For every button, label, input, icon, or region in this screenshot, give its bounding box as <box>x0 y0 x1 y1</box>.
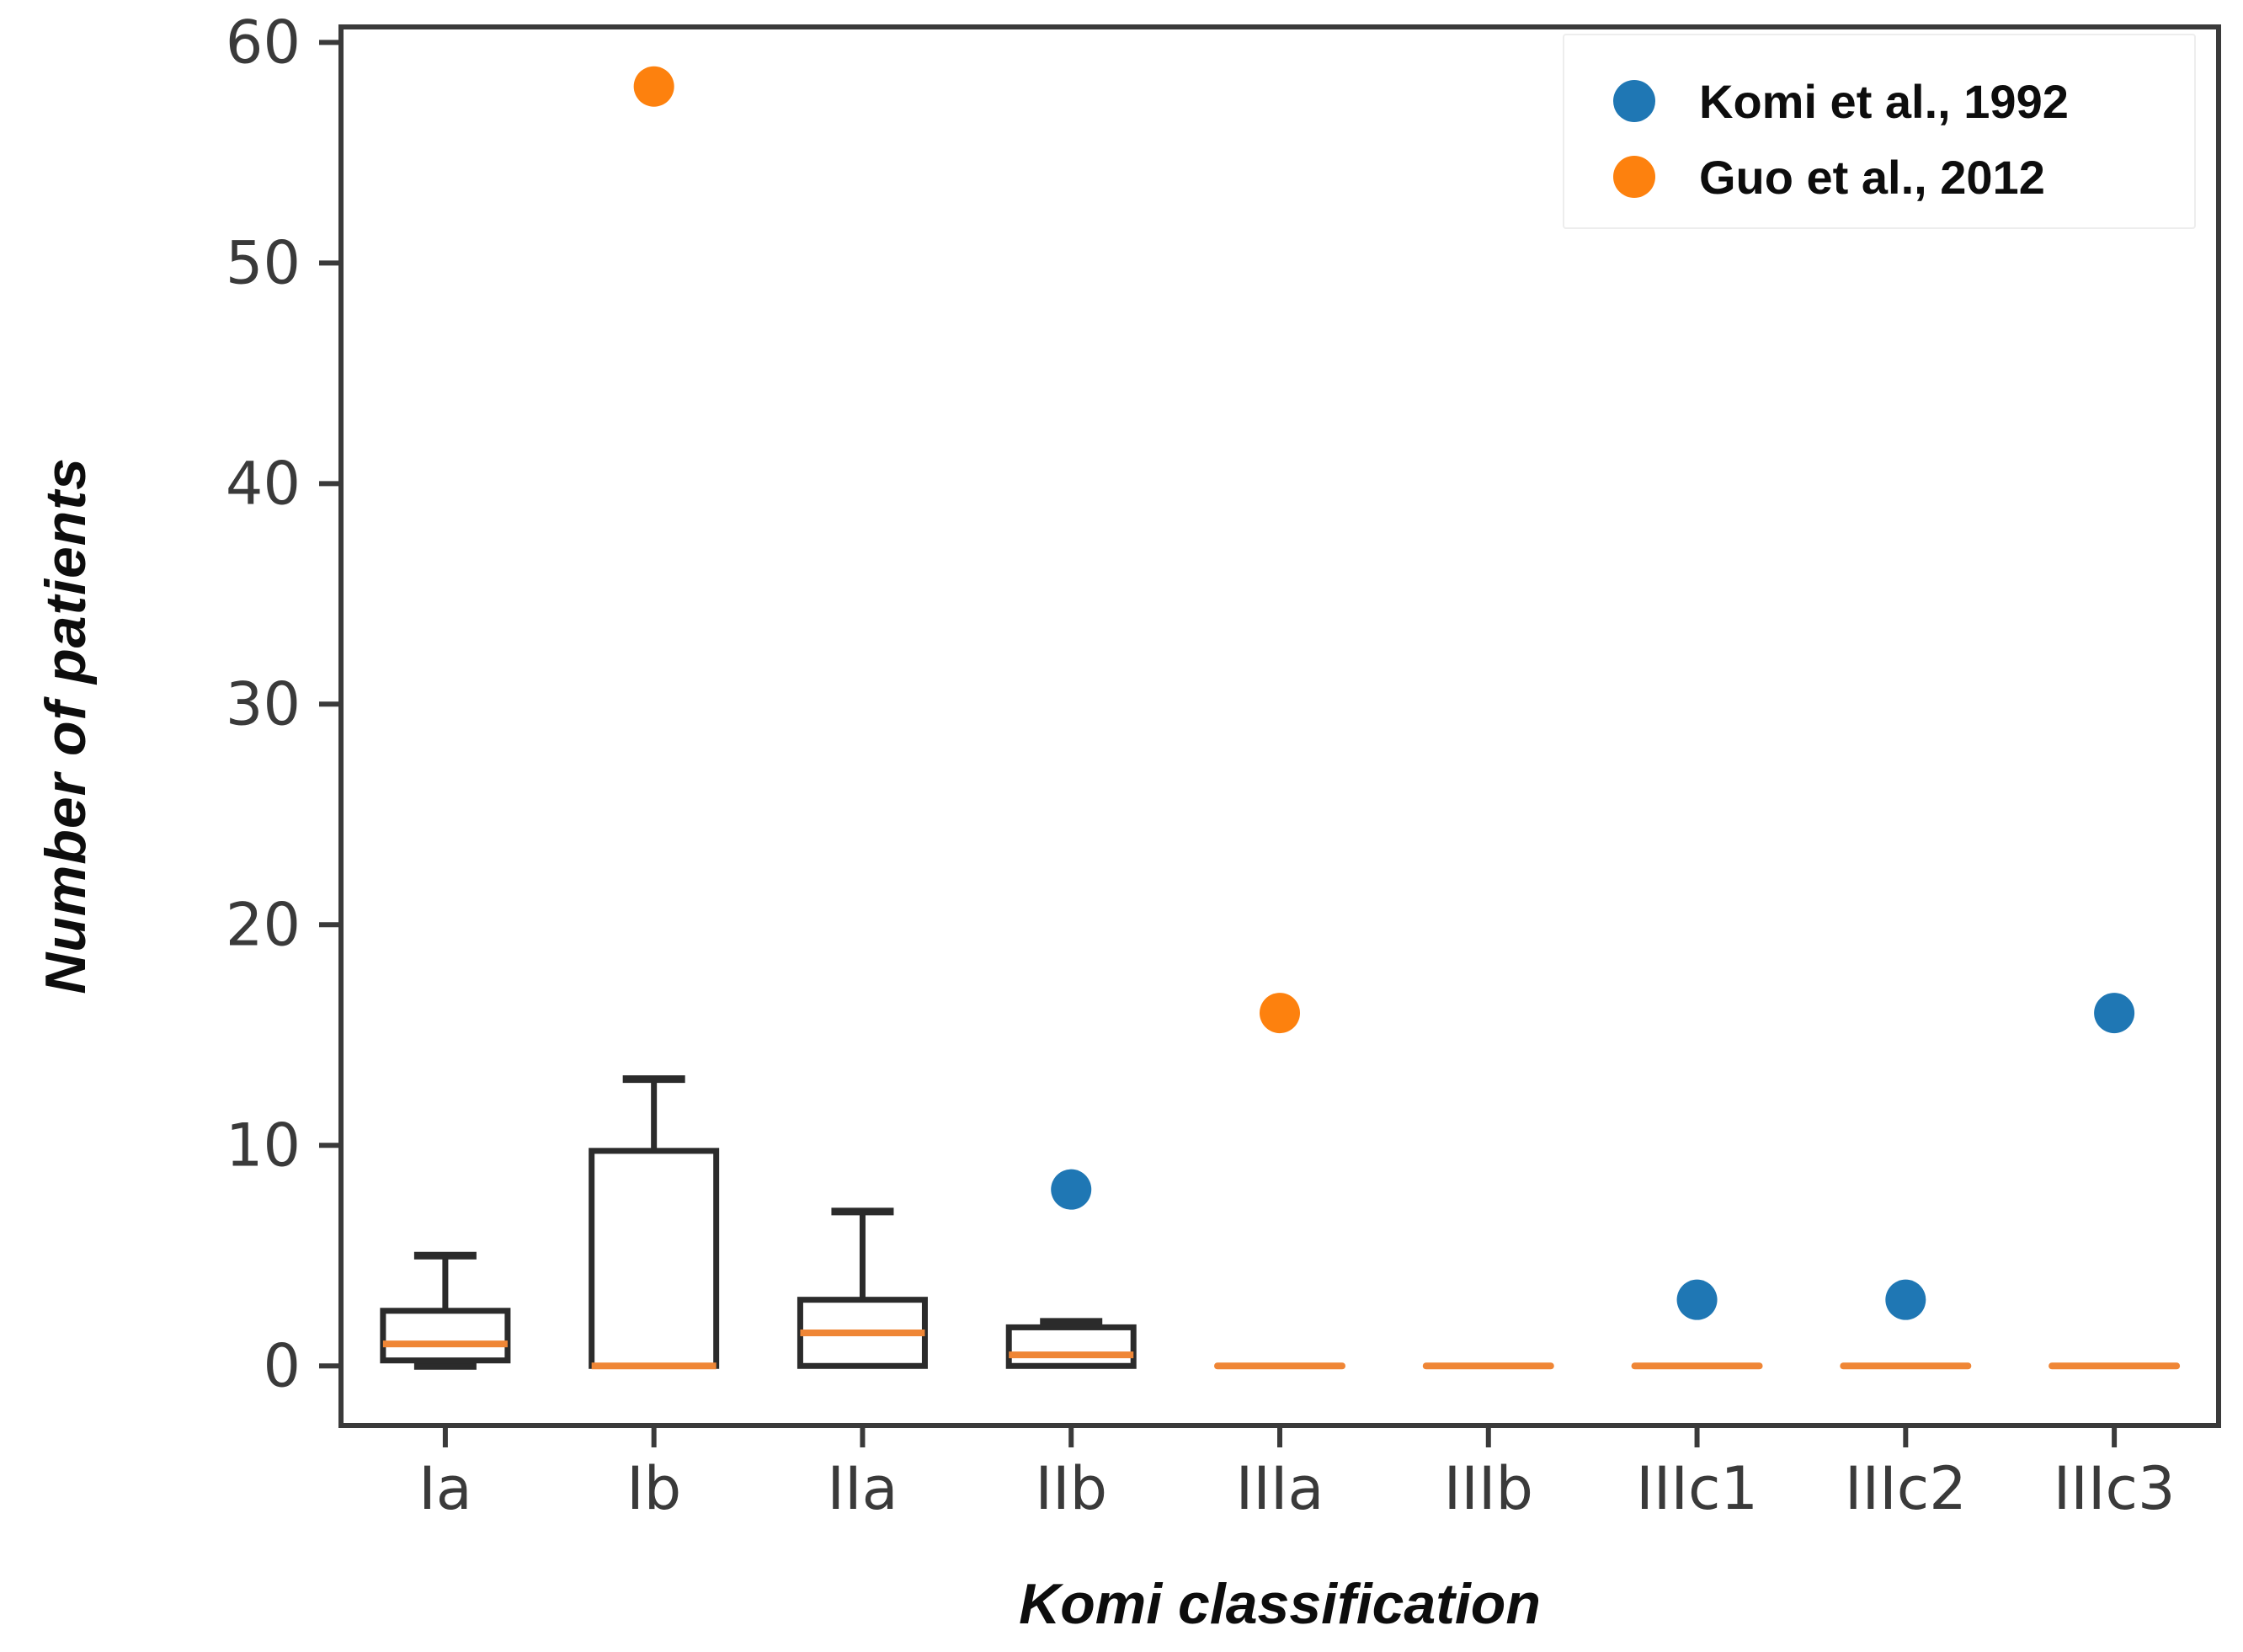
x-tick-label: IIIc3 <box>2054 1454 2176 1523</box>
legend-item-komi: Komi et al., 1992 <box>1564 63 2194 139</box>
y-tick-label: 50 <box>226 228 301 297</box>
box-Ia <box>380 1308 511 1364</box>
x-tick-label: IIIc1 <box>1636 1454 1758 1523</box>
y-tick-label: 40 <box>226 449 301 518</box>
box-Ib <box>589 1148 720 1369</box>
x-tick-label: Ib <box>626 1454 681 1523</box>
x-tick-label: IIa <box>827 1454 898 1523</box>
x-tick-label: IIIb <box>1444 1454 1533 1523</box>
x-tick-label: IIIa <box>1236 1454 1324 1523</box>
legend-label-komi: Komi et al., 1992 <box>1699 74 2069 128</box>
y-tick-label: 30 <box>226 669 301 738</box>
box-IIb <box>1005 1324 1137 1369</box>
data-point-IIIc1 <box>1676 1279 1718 1320</box>
data-point-IIb <box>1051 1169 1092 1210</box>
x-tick-label: IIIc2 <box>1845 1454 1967 1523</box>
legend-label-guo: Guo et al., 2012 <box>1699 150 2045 204</box>
data-point-IIIc3 <box>2094 993 2135 1034</box>
y-tick-label: 20 <box>226 890 301 959</box>
x-tick-label: Ia <box>418 1454 472 1523</box>
y-axis-title: Number of patients <box>34 457 98 994</box>
legend-item-guo: Guo et al., 2012 <box>1564 139 2194 215</box>
y-tick-label: 0 <box>263 1331 301 1400</box>
y-tick-label: 10 <box>226 1111 301 1180</box>
legend-marker-guo-icon <box>1613 156 1655 198</box>
legend-marker-komi-icon <box>1613 80 1655 122</box>
data-point-Ib <box>633 66 674 107</box>
y-tick-label: 60 <box>226 8 301 77</box>
x-tick-label: IIb <box>1035 1454 1107 1523</box>
data-point-IIIc2 <box>1885 1279 1926 1320</box>
legend: Komi et al., 1992 Guo et al., 2012 <box>1563 34 2196 229</box>
x-axis-title: Komi classification <box>1019 1572 1541 1636</box>
data-point-IIIa <box>1260 993 1300 1034</box>
